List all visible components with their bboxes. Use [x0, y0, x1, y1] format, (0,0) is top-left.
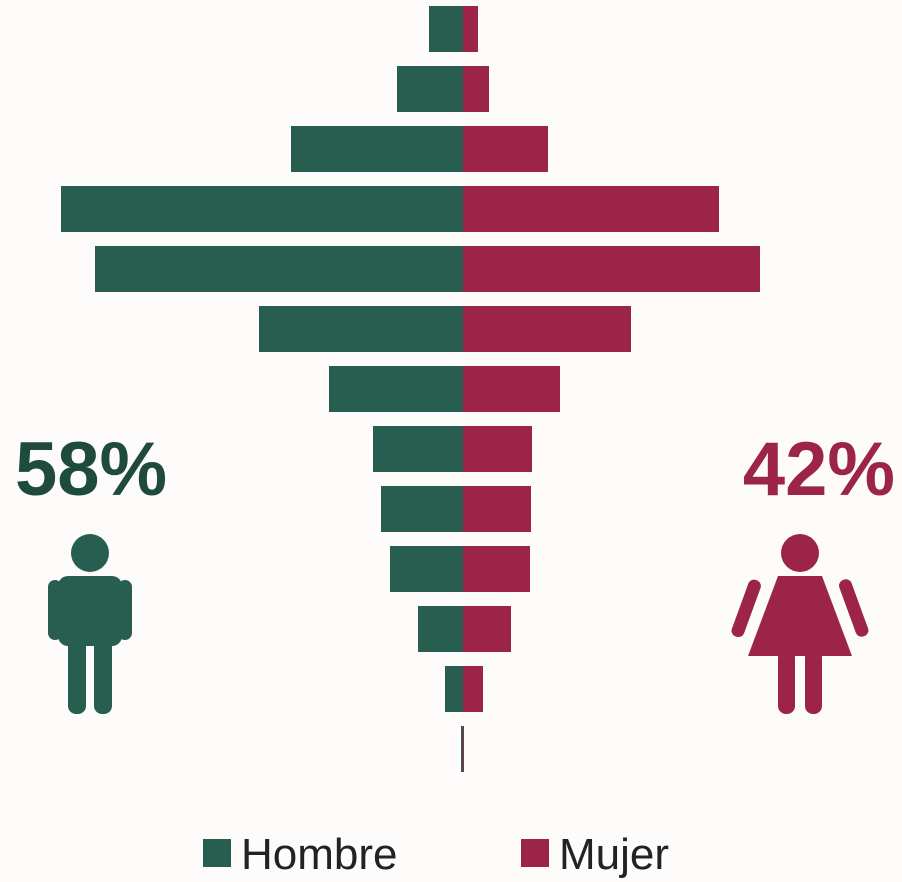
bar [329, 366, 463, 412]
bar [397, 66, 463, 112]
bar [463, 546, 530, 592]
legend-label: Mujer [559, 830, 669, 879]
bar [463, 426, 532, 472]
female-icon [731, 534, 869, 714]
female-share: 42% [743, 427, 895, 512]
bar [463, 186, 719, 232]
bar [463, 486, 531, 532]
male-share: 58% [15, 427, 167, 512]
bar [461, 726, 463, 772]
bar [390, 546, 463, 592]
bar [95, 246, 463, 292]
bar [429, 6, 463, 52]
legend-swatch [203, 839, 231, 867]
bar [463, 366, 560, 412]
bar [463, 246, 760, 292]
bar [445, 666, 463, 712]
bar [463, 726, 464, 772]
bar [463, 306, 631, 352]
bar [381, 486, 463, 532]
bar [259, 306, 463, 352]
bar [463, 66, 489, 112]
bar [61, 186, 463, 232]
bar [418, 606, 463, 652]
bar [463, 126, 548, 172]
legend-swatch [521, 839, 549, 867]
bar [291, 126, 463, 172]
bar [463, 606, 511, 652]
bar [463, 6, 478, 52]
bar [373, 426, 463, 472]
legend-label: Hombre [241, 830, 398, 879]
male-icon [48, 534, 132, 714]
bar [463, 666, 483, 712]
